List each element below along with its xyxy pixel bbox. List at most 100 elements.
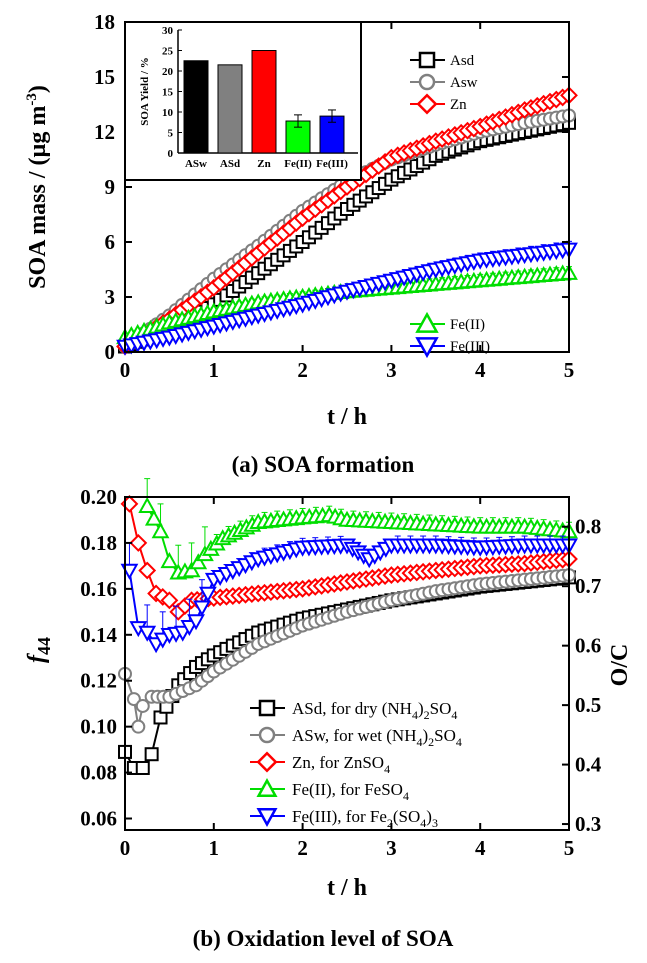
panel-b-x-tick-label: 2 — [297, 836, 308, 860]
panel-b-y-tick-label: 0.16 — [80, 577, 117, 601]
inset-y-tick-label: 5 — [168, 128, 174, 140]
data-point — [126, 692, 141, 707]
panel-a-inset-bar-chart: 0 5 10 15 20 25 30 SOA Yield / % ASw ASd Zn Fe(II) F… — [124, 21, 362, 181]
panel-a-y-axis-title-main: SOA mass / (µg m — [25, 106, 51, 289]
legend-label-fe-ii: Fe(II) — [450, 317, 485, 333]
panel-b-series-zn — [120, 494, 578, 621]
legend-label-part: ) — [426, 807, 432, 826]
legend-marker-fe-ii — [415, 311, 439, 333]
data-point — [144, 747, 159, 762]
panel-a-y-tick-label: 12 — [94, 120, 115, 144]
legend-label-part: 3 — [432, 816, 438, 830]
data-point — [193, 600, 211, 617]
panel-b-y-tick-label: 0.10 — [80, 715, 117, 739]
legend-label-asw: Asw — [450, 75, 478, 91]
legend-label-part: ASd, for dry (NH — [292, 699, 412, 718]
panel-b-chart: 0 1 2 3 4 50.060.080.100.120.140.160.180.200.… — [24, 478, 633, 951]
data-point — [138, 625, 157, 642]
legend-label-fe-iii: Fe(III), for Fe2(SO4)3 — [292, 807, 438, 830]
legend-label-part: 4 — [451, 708, 457, 722]
panel-b-x-tick-label: 0 — [120, 836, 131, 860]
legend-label-fe-iii: Fe(III) — [450, 339, 490, 355]
inset-bar-asw — [183, 60, 209, 154]
legend-label-asw: ASw, for wet (NH4)2SO4 — [292, 726, 462, 749]
legend-marker-zn — [416, 93, 438, 115]
legend-label-part: ASw, for wet (NH — [292, 726, 417, 745]
panel-b-right-tick-label: 0.6 — [575, 634, 601, 658]
panel-b-series-asw — [118, 568, 576, 734]
data-point — [198, 586, 217, 603]
data-point — [151, 522, 170, 539]
legend-label-part: 4 — [456, 735, 462, 749]
legend-marker-zn — [256, 751, 278, 773]
legend-label-part: 2 — [428, 735, 434, 749]
inset-category-label: ASd — [220, 158, 240, 170]
legend-label-part: Fe(III), for Fe — [292, 807, 387, 826]
inset-category-label: Fe(III) — [316, 158, 348, 170]
panel-b-right-tick-label: 0.5 — [575, 693, 601, 717]
panel-a-y-tick-label: 9 — [105, 175, 116, 199]
panel-b-plot-frame — [124, 496, 570, 831]
legend-marker-fe-iii — [256, 808, 278, 827]
data-point — [138, 496, 157, 513]
legend-label-part: SO — [434, 726, 456, 745]
panel-a-caption: (a) SOA formation — [232, 452, 415, 477]
panel-a-x-tick-label: 1 — [209, 358, 220, 382]
legend-marker-asd — [258, 699, 276, 717]
inset-y-tick-label: 30 — [162, 25, 174, 37]
panel-b-series-fe-iii — [120, 535, 578, 654]
data-point — [189, 553, 208, 570]
panel-a-series-fe-iii — [116, 240, 578, 356]
data-point — [135, 698, 150, 713]
panel-a-y-axis-title: SOA mass / (µg m-3) — [24, 85, 51, 289]
legend-marker-fe-ii — [256, 778, 278, 797]
panel-a-y-tick-label: 0 — [105, 340, 116, 364]
legend-marker-asw — [258, 726, 276, 744]
inset-y-axis-title: SOA Yield / % — [139, 57, 151, 126]
panel-b-x-tick-label: 1 — [209, 836, 220, 860]
panel-a-y-tick-label: 3 — [105, 285, 116, 309]
legend-label-part: (SO — [393, 807, 420, 826]
panel-b-x-tick-label: 4 — [475, 836, 486, 860]
data-point — [182, 561, 201, 578]
legend-label-zn: Zn, for ZnSO4 — [292, 753, 390, 776]
panel-a-legend-lower: Fe(II) Fe(III) — [410, 311, 490, 359]
inset-y-tick-label: 0 — [168, 148, 174, 160]
legend-label-part: 4 — [412, 708, 418, 722]
legend-label-part: 4 — [403, 789, 409, 803]
legend-label-zn: Zn — [450, 97, 467, 113]
legend-label-part: Zn, for ZnSO — [292, 753, 384, 772]
panel-a-y-axis-title-sup: -3 — [24, 93, 40, 106]
panel-a-x-tick-label: 2 — [297, 358, 308, 382]
legend-label-part: 2 — [387, 816, 393, 830]
inset-y-tick-label: 20 — [162, 66, 174, 78]
panel-a-y-tick-label: 18 — [94, 10, 115, 34]
legend-label-part: 4 — [417, 735, 423, 749]
inset-frame — [124, 21, 362, 181]
panel-a-legend-upper: Asd Asw Zn — [410, 51, 478, 115]
legend-label-asd: Asd — [450, 53, 475, 69]
inset-category-label: Zn — [257, 158, 270, 170]
legend-label-part: ) — [418, 699, 424, 718]
panel-b-y-tick-label: 0.20 — [80, 485, 117, 509]
panel-b-y-tick-label: 0.18 — [80, 531, 117, 555]
panel-b-series-fe-ii — [138, 478, 578, 580]
panel-a-y-tick-label: 15 — [94, 65, 115, 89]
legend-label-part: SO — [430, 699, 452, 718]
panel-b-y-axis-title: f44 — [24, 637, 54, 663]
data-point — [135, 760, 150, 775]
data-point — [187, 614, 205, 631]
panel-b-right-tick-label: 0.4 — [575, 753, 602, 777]
panel-a-series-zn — [116, 86, 578, 356]
data-point — [129, 534, 148, 552]
inset-y-tick-label: 25 — [162, 46, 174, 58]
panel-b-right-axis-title: O/C — [607, 644, 633, 687]
legend-marker-asw — [418, 73, 436, 91]
legend-label-part: ) — [423, 726, 429, 745]
data-point — [138, 561, 157, 580]
panel-b-x-tick-label: 3 — [386, 836, 397, 860]
panel-a-x-tick-label: 0 — [120, 358, 131, 382]
legend-label-part: 4 — [420, 816, 426, 830]
